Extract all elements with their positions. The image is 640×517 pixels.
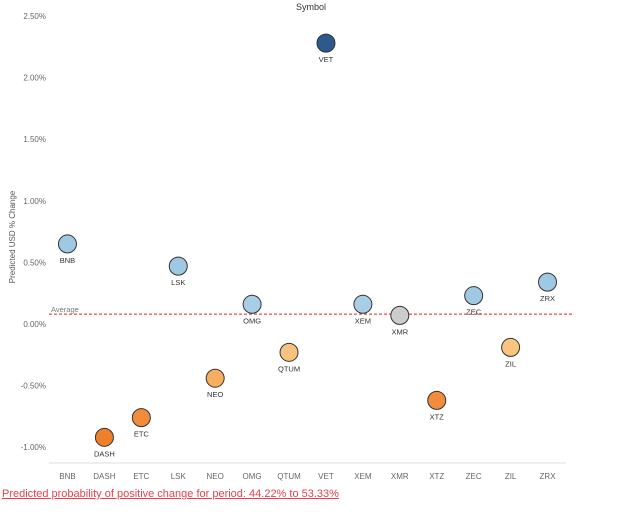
data-point-dash[interactable] [94,427,114,447]
point-label: ZEC [466,308,482,317]
x-tick-label: OMG [243,472,262,481]
x-tick-label: XEM [354,472,372,481]
point-label: DASH [94,449,115,458]
point-label: ZRX [540,294,555,303]
data-point-zil[interactable] [501,337,521,357]
point-label: VET [319,55,334,64]
data-point-etc[interactable] [131,408,151,428]
y-tick-label: -1.00% [21,443,46,452]
data-point-zec[interactable] [464,286,484,306]
x-tick-label: BNB [59,472,75,481]
data-point-xtz[interactable] [427,390,447,410]
y-axis-ticks: -1.00% -0.50% 0.00% 0.50% 1.00% 1.50% 2.00% 2.5… [21,12,46,452]
point-label: XEM [355,316,371,325]
point-label: ETC [134,430,150,439]
data-point-bnb[interactable] [57,234,77,254]
data-point-vet[interactable] [316,33,336,53]
x-tick-label: ZEC [466,472,482,481]
data-point-xmr[interactable] [390,305,410,325]
point-label: XTZ [430,412,445,421]
x-tick-label: ETC [133,472,149,481]
x-tick-label: LSK [171,472,187,481]
data-point-neo[interactable] [205,368,225,388]
data-point-zrx[interactable] [538,272,558,292]
point-label: QTUM [278,364,300,373]
data-point-lsk[interactable] [168,256,188,276]
y-tick-label: 0.50% [23,258,46,267]
average-line-group: Average [49,305,572,315]
x-tick-label: VET [318,472,334,481]
chart-title: Symbol [296,2,326,12]
y-tick-label: 2.00% [23,74,46,83]
x-tick-label: ZIL [505,472,517,481]
y-axis-label: Predicted USD % Change [8,190,17,283]
point-label: BNB [60,256,75,265]
x-tick-label: ZRX [540,472,557,481]
x-tick-label: NEO [207,472,224,481]
point-label: ZIL [505,359,516,368]
average-label: Average [51,305,79,314]
scatter-chart: Symbol Predicted USD % Change -1.00% -0.5… [8,2,572,481]
x-tick-label: XMR [391,472,409,481]
data-point-qtum[interactable] [279,342,299,362]
point-label: NEO [207,390,223,399]
y-tick-label: 0.00% [23,320,46,329]
data-point-xem[interactable] [353,294,373,314]
y-tick-label: 2.50% [23,12,46,21]
x-axis-ticks: BNB DASH ETC LSK NEO OMG QTUM VET XEM XMR XTZ ZEC ZI… [59,472,556,481]
y-tick-label: 1.50% [23,135,46,144]
y-tick-label: -0.50% [21,382,46,391]
x-tick-label: QTUM [277,472,301,481]
point-label: XMR [391,327,408,336]
probability-footnote[interactable]: Predicted probability of positive change… [2,488,339,500]
point-label: LSK [171,278,185,287]
x-tick-label: DASH [93,472,115,481]
x-tick-label: XTZ [429,472,444,481]
point-label: OMG [243,316,261,325]
data-point-omg[interactable] [242,294,262,314]
y-tick-label: 1.00% [23,197,46,206]
data-points: BNB DASH ETC LSK NEO OMG QTUM VET XEM XMR XTZ ZEC ZI… [57,33,558,458]
